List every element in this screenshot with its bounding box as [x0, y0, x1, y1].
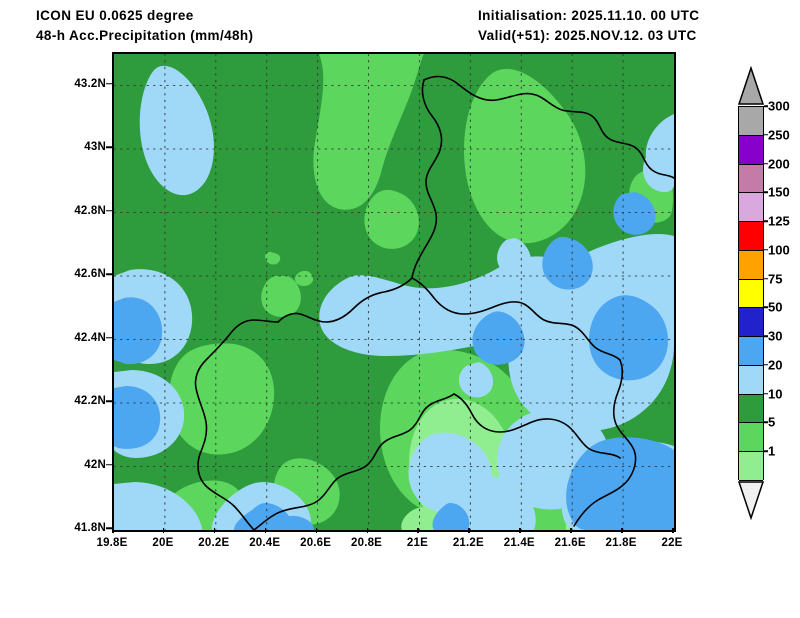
colorbar-segment[interactable] [739, 135, 763, 165]
colorbar-segment[interactable] [739, 193, 763, 223]
latitude-tick-mark [106, 527, 112, 529]
latitude-tick-label: 43N [84, 141, 106, 154]
country-borders [194, 75, 674, 530]
longitude-tick-mark [570, 528, 572, 533]
latitude-tick-mark [106, 336, 112, 339]
longitude-tick-mark [417, 528, 419, 533]
latitude-tick-label: 42.6N [74, 268, 106, 281]
longitude-tick-label: 21.8E [605, 537, 637, 549]
longitude-tick-label: 19.8E [96, 537, 128, 549]
latitude-axis: 41.8N 42N 42.2N 42.4N 42.6N 42.8N 43N 43.2N [0, 52, 112, 534]
model-name-label: ICON EU 0.0625 degree [36, 8, 194, 23]
colorbar-tick-mark [764, 335, 768, 337]
initialisation-label: Initialisation: 2025.11.10. 00 UTC [478, 8, 700, 23]
colorbar-above-max-arrow [738, 66, 764, 105]
colorbar-tick-label: 150 [768, 184, 790, 200]
map-canvas [114, 54, 674, 530]
longitude-tick-mark [468, 528, 470, 533]
field-name-label: 48-h Acc.Precipitation (mm/48h) [36, 28, 254, 43]
colorbar-tick-mark [764, 277, 768, 280]
colorbar-tick-label: 75 [768, 271, 783, 287]
colorbar-segment[interactable] [739, 337, 763, 366]
colorbar-tick-label: 5 [768, 414, 776, 430]
colorbar-segment[interactable] [739, 250, 763, 280]
colorbar-tick-label: 250 [768, 127, 790, 143]
valid-time-label: Valid(+51): 2025.NOV.12. 03 UTC [478, 28, 697, 43]
latitude-tick-mark [106, 146, 112, 148]
colorbar-tick-label: 50 [768, 299, 783, 315]
latitude-tick-label: 42.4N [74, 331, 106, 344]
colorbar-segment[interactable] [739, 107, 763, 136]
longitude-tick-label: 20.2E [198, 537, 230, 549]
latitude-tick-label: 43.2N [74, 77, 106, 90]
longitude-tick-label: 20.8E [351, 537, 383, 549]
longitude-tick-label: 21E [406, 537, 428, 549]
longitude-tick-label: 20E [152, 537, 174, 549]
colorbar-segment[interactable] [739, 394, 763, 424]
longitude-tick-mark [162, 528, 165, 533]
colorbar-segment[interactable] [739, 279, 763, 309]
colorbar-tick-label: 100 [768, 242, 790, 258]
colorbar-tick-mark [764, 191, 768, 194]
longitude-tick-mark [672, 528, 674, 533]
colorbar-tick-mark [764, 249, 768, 251]
longitude-tick-label: 22E [661, 537, 683, 549]
colorbar-tick-label: 1 [768, 443, 776, 459]
longitude-tick-mark [519, 528, 521, 533]
latitude-tick-mark [106, 209, 112, 212]
colorbar-tick-mark [764, 134, 768, 136]
longitude-tick-label: 20.6E [300, 537, 332, 549]
colorbar-segment[interactable] [739, 164, 763, 194]
longitude-axis: 19.8E 20E 20.2E 20.4E 20.6E 20.8E 21E 21.2E 21.4… [96, 528, 682, 556]
colorbar-segment[interactable] [739, 452, 763, 481]
longitude-tick-label: 21.4E [503, 537, 535, 549]
colorbar-tick-label: 20 [768, 357, 783, 373]
colorbar-tick-mark [764, 220, 768, 222]
latitude-tick-label: 41.8N [74, 522, 106, 534]
longitude-tick-mark [315, 528, 318, 533]
latitude-tick-mark [106, 82, 112, 85]
header-time-info: Initialisation: 2025.11.10. 00 UTC Valid… [478, 6, 699, 46]
longitude-tick-mark [621, 528, 623, 533]
longitude-tick-label: 20.4E [249, 537, 281, 549]
map-gridlines [114, 54, 674, 530]
longitude-tick-label: 21.2E [452, 537, 484, 549]
colorbar-tick-mark [764, 162, 768, 165]
latitude-tick-label: 42N [84, 458, 106, 471]
colorbar-tick-label: 10 [768, 386, 783, 402]
colorbar-tick-mark [764, 364, 768, 366]
colorbar-segment[interactable] [739, 365, 763, 395]
colorbar-tick-label: 30 [768, 328, 783, 344]
precipitation-map[interactable] [112, 52, 676, 532]
colorbar-below-min-arrow [738, 481, 764, 520]
colorbar-tick-mark [764, 306, 768, 309]
longitude-tick-mark [264, 528, 267, 533]
colorbar-bar[interactable] [738, 106, 764, 481]
latitude-tick-label: 42.2N [74, 395, 106, 408]
colorbar-segment[interactable] [739, 222, 763, 251]
colorbar-tick-mark [764, 105, 768, 107]
header-model-info: ICON EU 0.0625 degree 48-h Acc.Precipita… [36, 6, 253, 46]
longitude-tick-mark [366, 528, 369, 533]
latitude-tick-mark [106, 273, 112, 275]
longitude-tick-label: 21.6E [554, 537, 586, 549]
colorbar-tick-mark [764, 450, 768, 452]
colorbar-segment[interactable] [739, 308, 763, 338]
latitude-tick-label: 42.8N [74, 204, 106, 217]
colorbar-tick-label: 125 [768, 213, 790, 229]
colorbar-legend[interactable]: 1 5 10 20 30 50 75 100 125 150 200 250 300 [738, 66, 790, 520]
colorbar-tick-label: 300 [768, 98, 790, 114]
latitude-tick-mark [106, 400, 112, 402]
longitude-tick-mark [112, 528, 114, 533]
colorbar-tick-mark [764, 392, 768, 395]
latitude-tick-mark [106, 463, 112, 466]
colorbar-tick-label: 200 [768, 156, 790, 172]
colorbar-segment[interactable] [739, 423, 763, 453]
colorbar-tick-mark [764, 421, 768, 424]
longitude-tick-mark [213, 528, 216, 533]
contour-band-30-50 [114, 192, 674, 530]
